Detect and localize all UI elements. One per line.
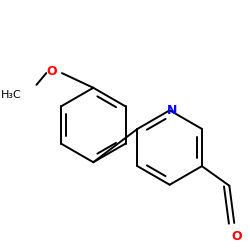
Text: H₃C: H₃C	[1, 90, 21, 100]
Text: N: N	[166, 104, 177, 117]
Text: O: O	[47, 65, 58, 78]
Text: O: O	[231, 230, 241, 243]
